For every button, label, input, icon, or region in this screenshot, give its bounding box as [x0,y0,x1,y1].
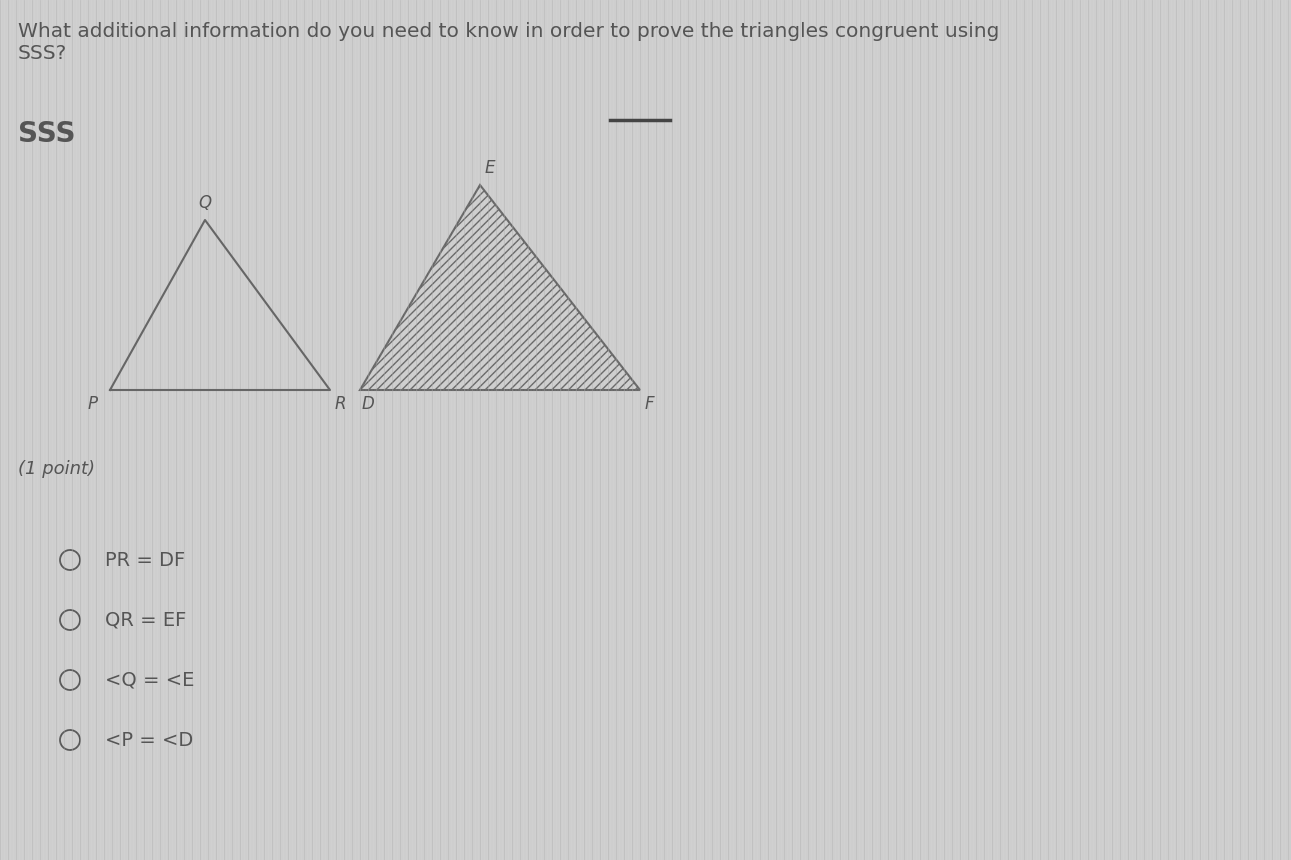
Text: <P = <D: <P = <D [105,730,194,750]
Text: <Q = <E: <Q = <E [105,671,195,690]
Text: PR = DF: PR = DF [105,550,185,569]
Text: F: F [646,395,655,413]
Text: QR = EF: QR = EF [105,611,186,630]
Text: D: D [361,395,374,413]
Text: E: E [485,159,496,177]
Text: SSS: SSS [18,120,75,148]
Text: (1 point): (1 point) [18,460,96,478]
Text: P: P [88,395,98,413]
Text: R: R [334,395,346,413]
Text: What additional information do you need to know in order to prove the triangles : What additional information do you need … [18,22,999,63]
Text: Q: Q [199,194,212,212]
